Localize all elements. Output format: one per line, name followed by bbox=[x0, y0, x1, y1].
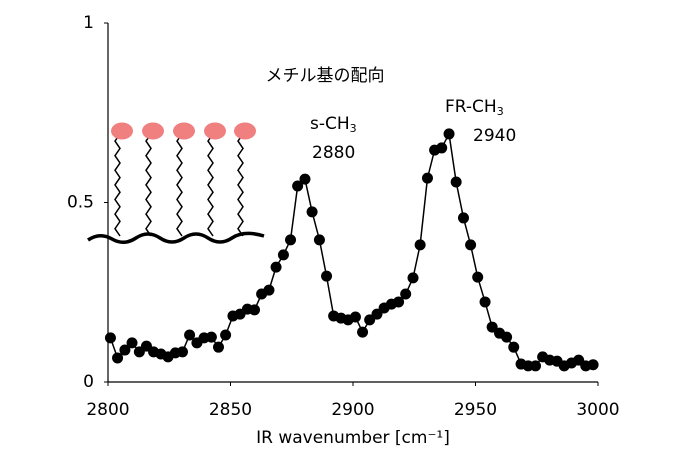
data-point bbox=[306, 206, 318, 218]
alkyl-chain bbox=[237, 133, 244, 237]
data-point bbox=[501, 331, 513, 343]
data-point bbox=[587, 359, 599, 371]
data-point bbox=[400, 288, 412, 300]
data-point bbox=[299, 173, 311, 185]
data-point bbox=[292, 180, 304, 192]
data-point bbox=[393, 296, 405, 308]
x-tick-label: 3000 bbox=[576, 400, 619, 420]
data-point bbox=[104, 332, 116, 344]
alkyl-chain bbox=[176, 133, 183, 237]
data-point bbox=[407, 272, 419, 284]
data-point bbox=[112, 352, 124, 364]
data-point bbox=[479, 296, 491, 308]
substrate bbox=[87, 231, 265, 244]
annotation: メチル基の配向 bbox=[266, 66, 385, 86]
data-point bbox=[421, 172, 433, 184]
methyl-group bbox=[204, 122, 226, 140]
data-point bbox=[486, 321, 498, 333]
molecule-illustration bbox=[87, 122, 265, 244]
data-point bbox=[443, 128, 455, 140]
annotation: FR-CH3 bbox=[445, 97, 504, 118]
x-axis-label: IR wavenumber [cm⁻¹] bbox=[256, 428, 450, 448]
methyl-group bbox=[142, 122, 164, 140]
y-tick-label: 0.5 bbox=[67, 193, 94, 213]
annotation: 2880 bbox=[312, 143, 355, 163]
data-point bbox=[176, 346, 188, 358]
data-point bbox=[450, 176, 462, 188]
data-point bbox=[436, 142, 448, 154]
data-point bbox=[313, 234, 325, 246]
data-point bbox=[263, 284, 275, 296]
data-point bbox=[220, 329, 232, 341]
annotation: s-CH3 bbox=[310, 114, 357, 135]
data-point bbox=[126, 337, 138, 349]
data-point bbox=[277, 249, 289, 261]
methyl-group bbox=[173, 122, 195, 140]
methyl-group bbox=[111, 122, 133, 140]
alkyl-chain bbox=[145, 133, 152, 237]
data-point bbox=[465, 239, 477, 251]
data-point bbox=[349, 311, 361, 323]
annotation-text: s-CH bbox=[310, 114, 350, 134]
methyl-group bbox=[234, 122, 256, 140]
data-point bbox=[414, 239, 426, 251]
data-point bbox=[270, 261, 282, 273]
data-line bbox=[109, 131, 594, 367]
data-point bbox=[249, 304, 261, 316]
data-point bbox=[508, 341, 520, 353]
data-point bbox=[530, 360, 542, 372]
y-tick-label: 1 bbox=[83, 13, 94, 33]
data-point bbox=[457, 212, 469, 224]
x-tick-label: 2800 bbox=[86, 400, 129, 420]
x-tick-label: 2950 bbox=[454, 400, 497, 420]
data-point bbox=[205, 331, 217, 343]
data-point bbox=[357, 326, 369, 338]
data-point bbox=[184, 329, 196, 341]
alkyl-chain bbox=[207, 133, 214, 237]
data-point bbox=[212, 341, 224, 353]
alkyl-chain bbox=[114, 133, 121, 237]
annotation-sub: 3 bbox=[497, 105, 504, 118]
data-point bbox=[321, 270, 333, 282]
x-tick-label: 2850 bbox=[209, 400, 252, 420]
annotation-sub: 3 bbox=[350, 122, 357, 135]
annotation: 2940 bbox=[473, 126, 516, 146]
data-point bbox=[285, 234, 297, 246]
y-tick-label: 0 bbox=[83, 372, 94, 392]
x-tick-label: 2900 bbox=[331, 400, 374, 420]
annotation-text: FR-CH bbox=[445, 97, 497, 117]
data-point bbox=[119, 344, 131, 356]
data-point bbox=[472, 271, 484, 283]
